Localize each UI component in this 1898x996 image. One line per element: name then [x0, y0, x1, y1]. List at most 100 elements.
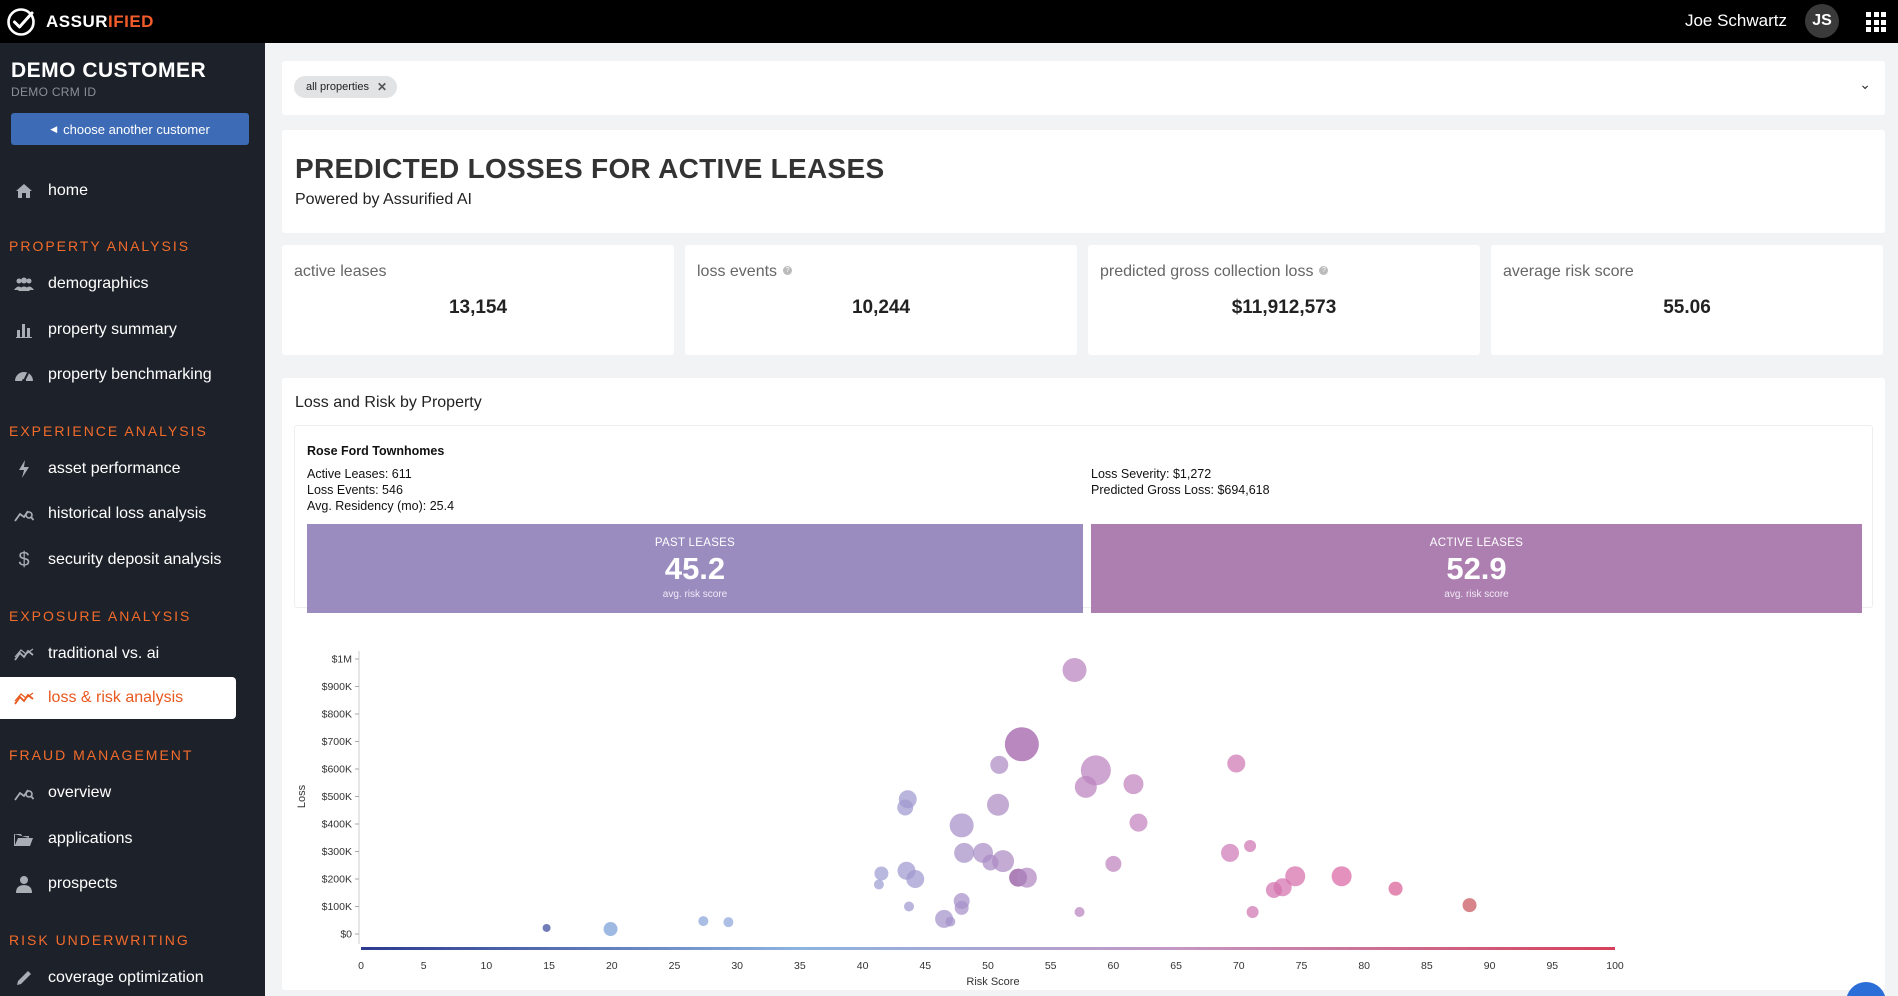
chat-bubble-button[interactable] — [1846, 982, 1886, 996]
user-name: Joe Schwartz — [1684, 11, 1787, 30]
x-tick-label: 90 — [1484, 960, 1496, 972]
section-fraud-management: FRAUD MANAGEMENT — [9, 747, 194, 763]
sidebar-item-asset-performance[interactable]: asset performance — [0, 448, 236, 490]
active-leases-score: ACTIVE LEASES 52.9 avg. risk score — [1091, 524, 1862, 613]
sidebar-item-loss-risk-analysis[interactable]: loss & risk analysis — [0, 677, 236, 719]
folder-open-icon — [0, 832, 48, 847]
scatter-point[interactable] — [1123, 774, 1144, 795]
x-tick-label: 40 — [857, 960, 869, 972]
section-experience-analysis: EXPERIENCE ANALYSIS — [9, 423, 208, 439]
stat-loss-events: loss events? 10,244 — [685, 245, 1077, 355]
scatter-point[interactable] — [542, 923, 551, 932]
scatter-point[interactable] — [874, 866, 889, 881]
brand-name: ASSURIFIED — [46, 12, 154, 31]
sidebar-item-home[interactable]: home — [0, 170, 236, 212]
apps-grid-icon[interactable] — [1866, 12, 1886, 32]
stat-average-risk-score: average risk score 55.06 — [1491, 245, 1883, 355]
avg-residency-line: Avg. Residency (mo): 25.4 — [307, 499, 455, 513]
scatter-point[interactable] — [954, 900, 969, 915]
x-axis-gradient-bar — [361, 947, 1615, 950]
sidebar-item-property-benchmarking[interactable]: property benchmarking — [0, 354, 236, 396]
x-tick-label: 30 — [731, 960, 743, 972]
scatter-point[interactable] — [1246, 906, 1259, 918]
scatter-point[interactable] — [992, 850, 1015, 873]
sidebar-item-security-deposit-analysis[interactable]: $ security deposit analysis — [0, 539, 236, 581]
page-title: PREDICTED LOSSES FOR ACTIVE LEASES — [295, 153, 885, 184]
stat-label: predicted gross collection loss? — [1100, 263, 1329, 281]
brand-logo[interactable]: ASSURIFIED — [6, 7, 154, 37]
stat-label: loss events? — [697, 263, 793, 281]
scatter-point[interactable] — [1074, 907, 1085, 917]
y-tick-label: $400K — [322, 819, 352, 831]
scatter-point[interactable] — [1462, 898, 1477, 913]
sidebar-item-traditional-vs-ai[interactable]: traditional vs. ai — [0, 633, 236, 675]
avatar[interactable]: JS — [1805, 4, 1839, 38]
sidebar: DEMO CUSTOMER DEMO CRM ID ◀ choose anoth… — [0, 43, 265, 996]
section-exposure-analysis: EXPOSURE ANALYSIS — [9, 608, 192, 624]
property-filter[interactable]: all properties ✕ ⌄ — [282, 61, 1885, 115]
y-tick-label: $300K — [322, 846, 352, 858]
page-subtitle: Powered by Assurified AI — [295, 191, 472, 208]
sidebar-item-applications[interactable]: applications — [0, 818, 236, 860]
scatter-point[interactable] — [723, 917, 734, 928]
scatter-point[interactable] — [1285, 866, 1306, 887]
scatter-point[interactable] — [1244, 840, 1257, 852]
top-bar: ASSURIFIED Joe Schwartz JS — [0, 0, 1898, 43]
sidebar-item-coverage-optimization[interactable]: coverage optimization — [0, 957, 236, 996]
scatter-point[interactable] — [1221, 843, 1240, 862]
y-tick-label: $500K — [322, 791, 352, 803]
sidebar-item-prospects[interactable]: prospects — [0, 863, 236, 905]
stat-value: 55.06 — [1663, 297, 1711, 318]
x-tick-label: 45 — [919, 960, 931, 972]
sidebar-item-property-summary[interactable]: property summary — [0, 309, 236, 351]
x-tick-label: 55 — [1045, 960, 1057, 972]
x-tick-label: 85 — [1421, 960, 1433, 972]
chevron-down-icon[interactable]: ⌄ — [1859, 76, 1871, 92]
sidebar-item-demographics[interactable]: demographics — [0, 263, 236, 305]
choose-customer-button[interactable]: ◀ choose another customer — [11, 113, 249, 145]
y-tick-label: $800K — [322, 709, 352, 721]
remove-chip-icon[interactable]: ✕ — [376, 80, 388, 94]
scatter-point[interactable] — [603, 922, 618, 937]
scatter-point[interactable] — [1227, 754, 1246, 773]
loss-risk-scatter-plot[interactable]: $0 $100K $200K $300K $400K $500K $600K $700K $80… — [282, 618, 1885, 990]
sidebar-item-overview[interactable]: overview — [0, 772, 236, 814]
x-tick-label: 100 — [1606, 960, 1624, 972]
scatter-point[interactable] — [954, 842, 975, 863]
scatter-point[interactable] — [990, 755, 1009, 774]
scatter-point[interactable] — [698, 916, 709, 927]
loss-severity-line: Loss Severity: $1,272 — [1091, 467, 1212, 481]
stat-active-leases: active leases 13,154 — [282, 245, 674, 355]
scatter-point[interactable] — [897, 799, 914, 816]
stat-label: average risk score — [1503, 263, 1634, 280]
scatter-point[interactable] — [1331, 866, 1352, 887]
scatter-point[interactable] — [1129, 813, 1148, 832]
sidebar-item-historical-loss-analysis[interactable]: historical loss analysis — [0, 493, 236, 535]
scatter-point[interactable] — [987, 793, 1010, 816]
scatter-point[interactable] — [1105, 855, 1122, 872]
section-property-analysis: PROPERTY ANALYSIS — [9, 238, 191, 254]
filter-chip-all-properties[interactable]: all properties ✕ — [294, 76, 398, 98]
scatter-point[interactable] — [1273, 878, 1292, 897]
scatter-point[interactable] — [1388, 881, 1403, 896]
y-tick-label: $600K — [322, 764, 352, 776]
scatter-point[interactable] — [906, 870, 925, 888]
scatter-point[interactable] — [873, 879, 884, 890]
customer-id: DEMO CRM ID — [11, 85, 97, 99]
scatter-point[interactable] — [1004, 727, 1039, 762]
caret-left-icon: ◀ — [50, 123, 58, 134]
scatter-point[interactable] — [949, 813, 974, 838]
x-tick-label: 70 — [1233, 960, 1245, 972]
scatter-point[interactable] — [1062, 658, 1087, 682]
info-icon[interactable]: ? — [783, 266, 793, 275]
x-tick-label: 15 — [543, 960, 555, 972]
active-leases-line: Active Leases: 611 — [307, 467, 412, 481]
scatter-point[interactable] — [1080, 755, 1111, 786]
scatter-point[interactable] — [945, 916, 956, 927]
scatter-point[interactable] — [903, 901, 914, 912]
bar-chart-icon — [0, 322, 48, 338]
y-tick-label: $0 — [340, 929, 352, 941]
x-tick-label: 20 — [606, 960, 618, 972]
info-icon[interactable]: ? — [1319, 266, 1329, 275]
scatter-point[interactable] — [1016, 867, 1037, 888]
